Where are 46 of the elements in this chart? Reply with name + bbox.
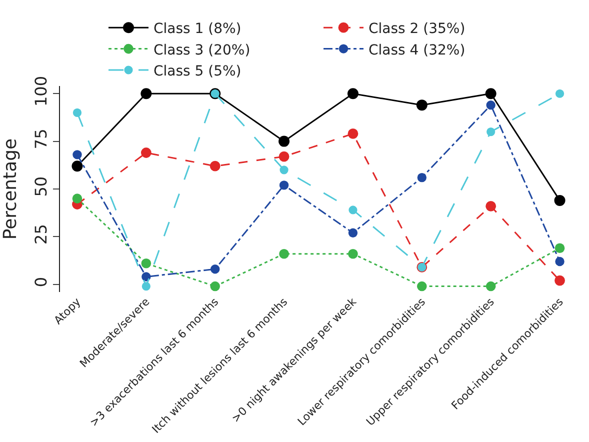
- point: [417, 281, 427, 292]
- point: [72, 108, 82, 117]
- legend-label: Class 3 (20%): [154, 42, 250, 58]
- point: [279, 180, 289, 190]
- y-tick-label: 25: [32, 224, 51, 244]
- point: [554, 243, 565, 254]
- point: [486, 200, 496, 212]
- point: [348, 206, 358, 214]
- point: [347, 88, 358, 100]
- point: [486, 100, 496, 110]
- y-tick-label: 0: [32, 276, 51, 288]
- point: [72, 150, 82, 160]
- point: [142, 272, 151, 282]
- point: [486, 281, 496, 292]
- point: [485, 88, 496, 100]
- legend-label: Class 4 (32%): [368, 42, 466, 58]
- point: [210, 281, 220, 292]
- point: [142, 282, 150, 291]
- legend-label: Class 5 (5%): [154, 63, 242, 80]
- point: [141, 258, 152, 268]
- point: [210, 160, 220, 172]
- point: [278, 136, 290, 147]
- point: [210, 264, 220, 274]
- point: [278, 151, 290, 162]
- point: [417, 172, 426, 182]
- point: [555, 256, 564, 266]
- y-tick-label: 50: [32, 176, 51, 197]
- point: [348, 228, 358, 238]
- legend-label: Class 1 (8%): [154, 21, 242, 38]
- point: [348, 248, 358, 259]
- point: [416, 100, 428, 111]
- point: [140, 148, 152, 158]
- point: [486, 127, 496, 136]
- point: [554, 275, 565, 286]
- point: [279, 248, 289, 259]
- point: [554, 194, 566, 206]
- legend-label: Class 2 (35%): [368, 21, 466, 38]
- point: [555, 89, 564, 98]
- y-tick-label: 75: [32, 128, 51, 150]
- point: [72, 194, 82, 204]
- point: [140, 88, 152, 100]
- y-tick-label: 100: [32, 76, 51, 107]
- point: [280, 166, 288, 174]
- point: [72, 160, 83, 172]
- point: [348, 128, 358, 139]
- y-axis-title: Percentage: [0, 138, 21, 240]
